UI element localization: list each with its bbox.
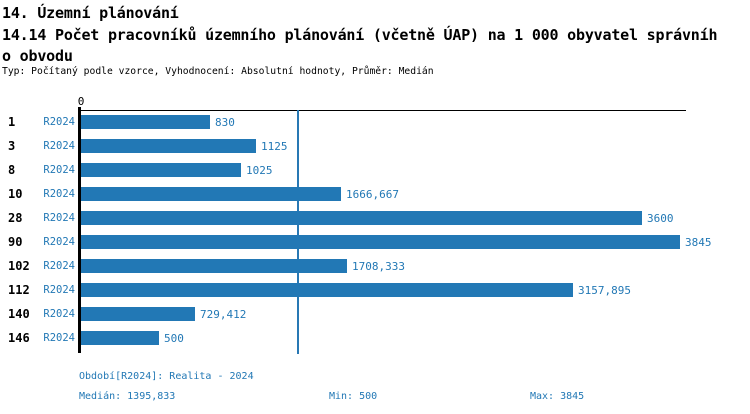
y-axis-line (78, 107, 81, 353)
value-bar (81, 115, 210, 129)
value-bar (81, 187, 341, 201)
chart-row: 8 R2024 1025 (0, 163, 750, 177)
median-stat-label: Medián: 1395,833 (79, 391, 176, 402)
chart-row: 140 R2024 729,412 (0, 307, 750, 321)
section-title: 14. Územní plánování (2, 4, 179, 22)
value-label: 1125 (261, 140, 288, 153)
value-bar (81, 235, 680, 249)
category-label: 10 (8, 187, 23, 201)
value-label: 500 (164, 332, 184, 345)
series-label: R2024 (43, 140, 75, 152)
category-label: 140 (8, 307, 30, 321)
min-stat-label: Min: 500 (329, 391, 378, 402)
chart-row: 102 R2024 1708,333 (0, 259, 750, 273)
max-stat-label: Max: 3845 (530, 391, 585, 402)
chart-row: 112 R2024 3157,895 (0, 283, 750, 297)
series-label: R2024 (43, 164, 75, 176)
chart-row: 146 R2024 500 (0, 331, 750, 345)
chart-row: 1 R2024 830 (0, 115, 750, 129)
series-label: R2024 (43, 212, 75, 224)
x-axis-line (80, 110, 686, 111)
series-label: R2024 (43, 284, 75, 296)
value-label: 1025 (246, 164, 273, 177)
value-label: 1666,667 (346, 188, 399, 201)
category-label: 3 (8, 139, 16, 153)
value-bar (81, 211, 642, 225)
chart-row: 28 R2024 3600 (0, 211, 750, 225)
value-label: 3600 (647, 212, 674, 225)
category-label: 102 (8, 259, 30, 273)
value-bar (81, 259, 347, 273)
value-label: 3845 (685, 236, 712, 249)
median-line (297, 110, 299, 354)
series-label: R2024 (43, 308, 75, 320)
category-label: 1 (8, 115, 16, 129)
category-label: 90 (8, 235, 23, 249)
x-axis-zero-tick: 0 (77, 95, 85, 108)
period-label: Období[R2024]: Realita - 2024 (79, 371, 254, 382)
category-label: 8 (8, 163, 16, 177)
category-label: 146 (8, 331, 30, 345)
value-bar (81, 283, 573, 297)
chart-meta-line: Typ: Počítaný podle vzorce, Vyhodnocení:… (2, 66, 434, 77)
value-label: 729,412 (200, 308, 247, 321)
value-bar (81, 163, 241, 177)
series-label: R2024 (43, 260, 75, 272)
indicator-title-line2: o obvodu (2, 47, 73, 65)
value-bar (81, 139, 256, 153)
value-label: 3157,895 (578, 284, 631, 297)
value-bar (81, 307, 195, 321)
series-label: R2024 (43, 332, 75, 344)
category-label: 28 (8, 211, 23, 225)
value-label: 1708,333 (352, 260, 405, 273)
series-label: R2024 (43, 116, 75, 128)
value-bar (81, 331, 159, 345)
value-label: 830 (215, 116, 235, 129)
chart-row: 3 R2024 1125 (0, 139, 750, 153)
chart-row: 10 R2024 1666,667 (0, 187, 750, 201)
indicator-title-line1: 14.14 Počet pracovníků územního plánován… (2, 26, 718, 44)
chart-row: 90 R2024 3845 (0, 235, 750, 249)
series-label: R2024 (43, 188, 75, 200)
series-label: R2024 (43, 236, 75, 248)
category-label: 112 (8, 283, 30, 297)
